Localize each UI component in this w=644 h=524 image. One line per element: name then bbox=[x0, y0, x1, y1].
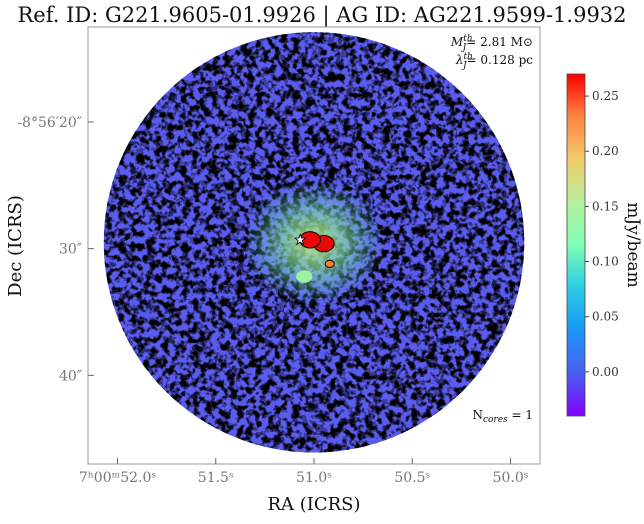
colorbar-gradient bbox=[566, 73, 586, 417]
jeans-annotation: Mth J= 2.81 M⊙ λth J= 0.128 pc bbox=[450, 34, 533, 71]
jeans-mass: Mth J= 2.81 M⊙ bbox=[450, 34, 533, 53]
x-tick-label: 51.0ˢ bbox=[296, 470, 332, 486]
y-tick-label: 40″ bbox=[59, 368, 82, 384]
x-axis-ticks: 7ʰ00ᵐ52.0ˢ 51.5ˢ 51.0ˢ 50.5ˢ 50.0ˢ bbox=[79, 458, 529, 486]
colorbar-tick-label: 0.00 bbox=[592, 365, 619, 379]
x-tick-label: 7ʰ00ᵐ52.0ˢ bbox=[79, 470, 157, 486]
y-axis-ticks: -8°56′20″ 30″ 40″ bbox=[17, 115, 94, 384]
colorbar-ticks: 0.00 0.05 0.10 0.15 0.20 0.25 bbox=[585, 89, 619, 379]
emission-map bbox=[103, 32, 525, 453]
source-layer bbox=[293, 231, 335, 283]
colorbar-tick-label: 0.15 bbox=[592, 199, 619, 213]
colorbar: 0.00 0.05 0.10 0.15 0.20 0.25 mJy/beam bbox=[566, 73, 643, 417]
colorbar-label: mJy/beam bbox=[623, 202, 643, 287]
x-tick-label: 51.5ˢ bbox=[198, 470, 234, 486]
colorbar-tick-label: 0.05 bbox=[592, 310, 619, 324]
jeans-length: λth J= 0.128 pc bbox=[455, 52, 533, 71]
y-tick-label: 30″ bbox=[59, 242, 82, 258]
source-diffuse-3 bbox=[296, 270, 313, 283]
chart-title: Ref. ID: G221.9605-01.9926 | AG ID: AG22… bbox=[17, 3, 626, 28]
x-tick-label: 50.5ˢ bbox=[394, 470, 430, 486]
colorbar-tick-label: 0.10 bbox=[592, 255, 619, 269]
ncores-annotation: Ncores = 1 bbox=[472, 408, 533, 425]
x-axis-label: RA (ICRS) bbox=[267, 494, 360, 515]
y-axis-label: Dec (ICRS) bbox=[5, 195, 26, 297]
x-tick-label: 50.0ˢ bbox=[493, 470, 529, 486]
colorbar-tick-label: 0.20 bbox=[592, 144, 619, 158]
colorbar-tick-label: 0.25 bbox=[592, 89, 619, 103]
core-star-marker bbox=[293, 233, 307, 246]
y-tick-label: -8°56′20″ bbox=[17, 115, 82, 131]
source-clump-2 bbox=[324, 259, 335, 269]
